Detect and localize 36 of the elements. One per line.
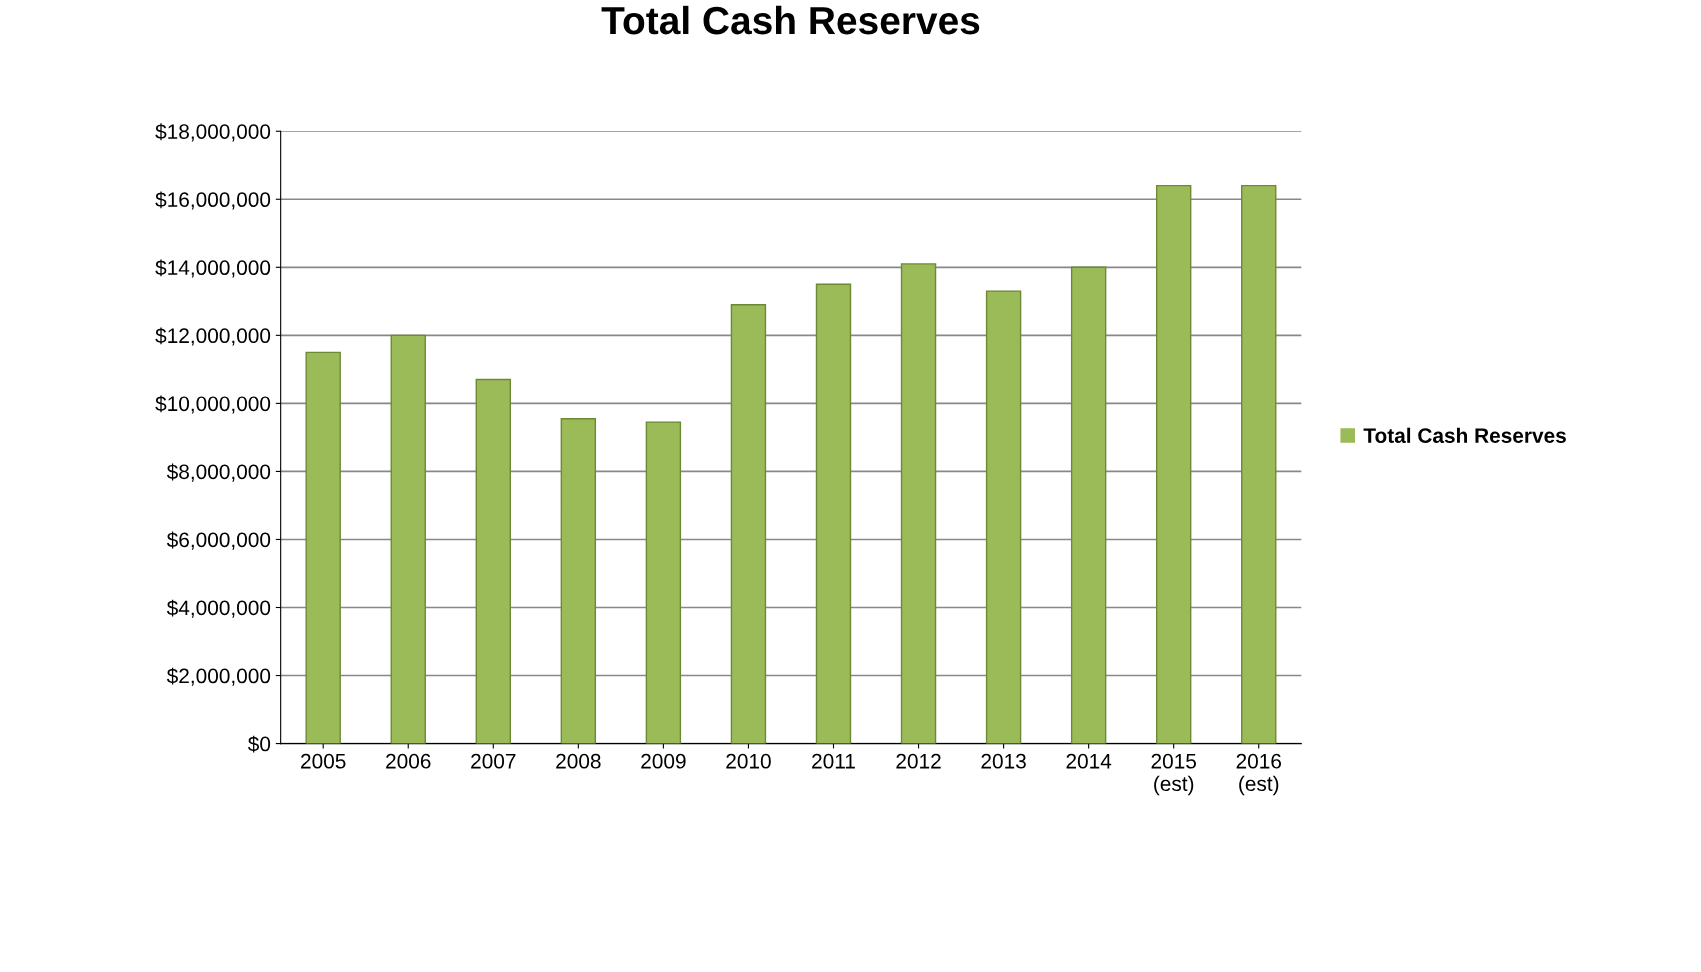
y-tick-label: $16,000,000	[155, 191, 271, 210]
bar	[985, 290, 1022, 744]
bar	[1155, 184, 1192, 744]
bar	[475, 378, 511, 744]
bar	[1070, 266, 1107, 744]
x-tick-label: 2016 (est)	[1236, 753, 1281, 796]
bar	[1241, 184, 1277, 744]
bar	[900, 263, 937, 744]
x-tick-label: 2009	[641, 753, 686, 769]
x-tick-label: 2005	[301, 753, 346, 769]
bar	[645, 421, 682, 744]
x-tick-label: 2007	[471, 753, 516, 769]
y-tick-label: $10,000,000	[155, 395, 271, 414]
bar	[390, 334, 426, 744]
bar	[305, 351, 341, 744]
y-tick-label: $2,000,000	[166, 667, 271, 686]
x-tick-label: 2012	[896, 753, 941, 769]
y-tick-label: $18,000,000	[155, 123, 271, 142]
x-tick-label: 2015 (est)	[1151, 753, 1196, 796]
y-tick-label: $6,000,000	[166, 531, 271, 550]
bar	[730, 304, 767, 744]
x-tick-label: 2010	[726, 753, 771, 769]
y-tick-label: $14,000,000	[155, 259, 271, 278]
y-tick-label: $8,000,000	[166, 463, 271, 482]
bar	[815, 283, 852, 744]
x-tick-label: 2014	[1066, 753, 1112, 769]
chart-title: Total Cash Reserves	[601, 5, 980, 35]
y-tick-label: $12,000,000	[155, 327, 271, 346]
y-tick-label: $4,000,000	[166, 599, 271, 618]
bar	[560, 417, 597, 744]
x-tick-label: 2008	[556, 753, 601, 769]
x-tick-label: 2011	[812, 753, 855, 769]
y-tick-label: $0	[248, 735, 271, 753]
legend-label: Total Cash Reserves	[1363, 427, 1566, 443]
x-tick-label: 2013	[981, 753, 1026, 769]
x-tick-label: 2006	[386, 753, 431, 769]
